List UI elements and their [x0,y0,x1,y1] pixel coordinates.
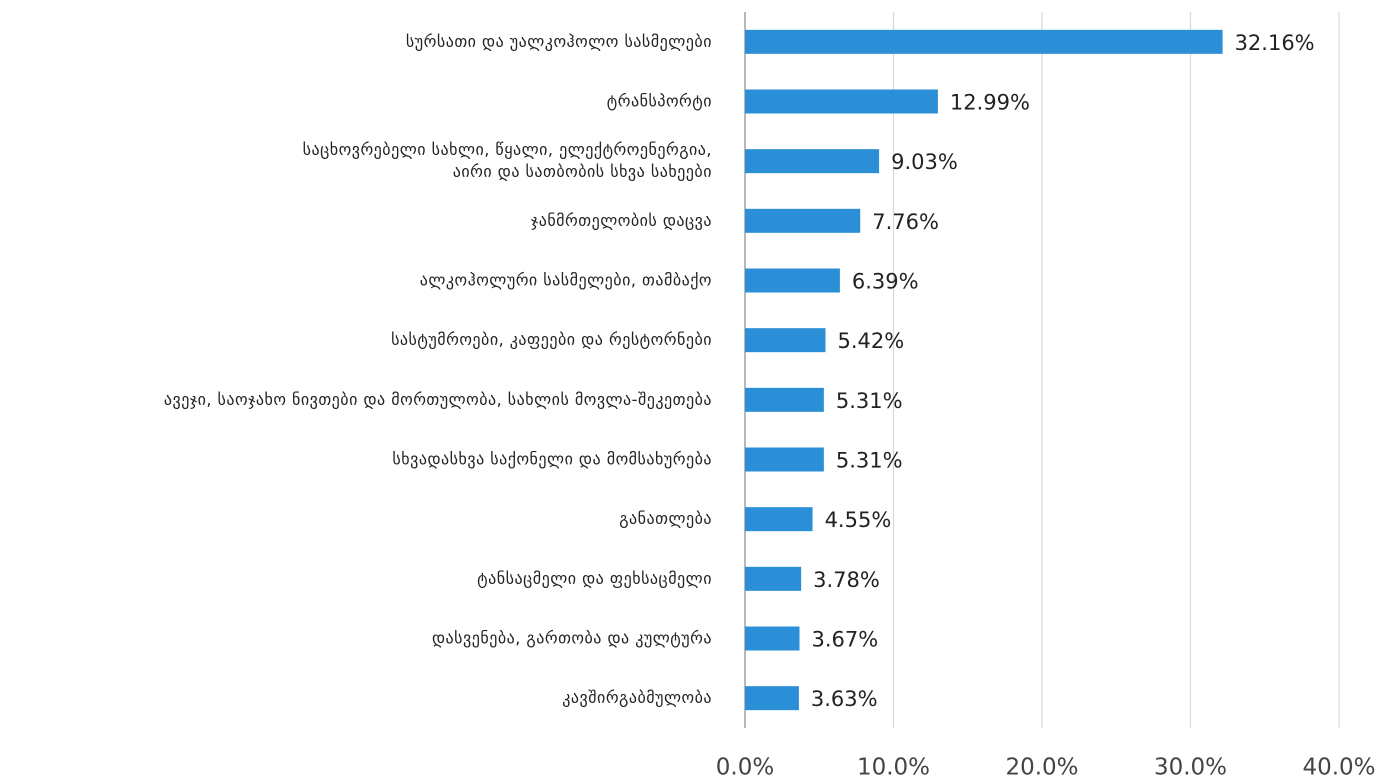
bar [745,686,799,711]
bar [745,387,824,412]
x-tick-label: 20.0% [1005,755,1078,781]
value-label: 6.39% [852,270,919,294]
category-label: ტანსაცმელი და ფეხსაცმელი [477,568,712,587]
bar [745,149,880,174]
category-label: სასტუმროები, კაფეები და რესტორნები [391,330,712,349]
category-label: კავშირგაბმულობა [562,688,712,707]
category-label: ჯანმრთელობის დაცვა [531,210,712,229]
x-tick-label: 0.0% [716,755,774,781]
category-label: სურსათი და უალკოჰოლო სასმელები [406,31,712,50]
category-label: განათლება [619,509,712,528]
category-label: საცხოვრებელი სახლი, წყალი, ელექტროენერგი… [303,140,712,181]
value-label: 12.99% [950,91,1030,115]
category-label: სხვადასხვა საქონელი და მომსახურება [392,449,712,468]
value-label: 7.76% [872,210,939,234]
x-tick-label: 30.0% [1154,755,1227,781]
value-label: 5.31% [836,389,903,413]
bar [745,626,800,651]
bar [745,89,938,114]
category-label: ავეჯი, საოჯახო ნივთები და მორთულობა, სახ… [164,389,712,408]
bar [745,447,824,472]
category-label: ტრანსპორტი [607,91,712,110]
value-label: 32.16% [1235,31,1315,55]
bar [745,507,813,532]
value-label: 5.31% [836,449,903,473]
bar [745,208,861,233]
category-label: ალკოჰოლური სასმელები, თამბაქო [420,270,712,289]
x-tick-label: 10.0% [857,755,930,781]
value-label: 3.78% [813,568,880,592]
bar [745,29,1223,54]
x-tick-label: 40.0% [1302,755,1375,781]
value-label: 3.63% [811,687,878,711]
value-label: 5.42% [837,329,904,353]
bar [745,268,840,293]
category-label: დასვენება, გართობა და კულტურა [432,628,712,647]
value-label: 4.55% [825,508,892,532]
value-label: 3.67% [811,628,878,652]
bar [745,328,826,353]
value-label: 9.03% [891,150,958,174]
bar [745,566,802,591]
